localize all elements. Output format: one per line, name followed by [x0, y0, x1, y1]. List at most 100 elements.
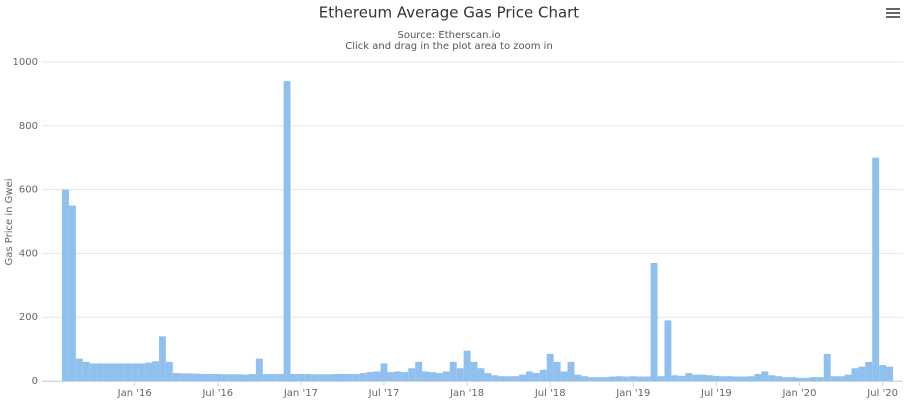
y-tick-label: 800 [19, 121, 38, 132]
bar [131, 363, 139, 381]
bar [740, 376, 748, 381]
bar [276, 373, 284, 381]
bar [636, 376, 644, 381]
x-tick-label: Jul '17 [368, 388, 400, 399]
bar [789, 377, 797, 381]
bar [616, 376, 623, 381]
bar [886, 366, 893, 381]
bar [699, 374, 707, 381]
bar [442, 371, 450, 381]
bar [325, 374, 333, 381]
bar [754, 373, 762, 381]
bar [103, 363, 111, 381]
bar [152, 361, 159, 381]
bar [560, 371, 568, 381]
bar [235, 374, 243, 381]
bar [359, 373, 367, 381]
x-tick-label: Jul '16 [201, 388, 233, 399]
bar [311, 374, 319, 381]
bar [352, 373, 360, 381]
bar [332, 373, 339, 381]
bar [844, 374, 852, 381]
bar [650, 262, 658, 381]
subtitle: Source: Etherscan.io [398, 30, 501, 41]
bar [449, 361, 457, 381]
bar [525, 371, 533, 381]
bar [221, 374, 229, 381]
bar [643, 376, 651, 381]
bar [68, 205, 76, 381]
bar [165, 361, 173, 381]
bar [574, 374, 582, 381]
x-tick-label: Jul '19 [700, 388, 732, 399]
bar [373, 371, 381, 381]
y-tick-label: 600 [19, 185, 38, 196]
y-tick-label: 400 [19, 248, 38, 259]
x-tick-label: Jan '16 [117, 388, 152, 399]
bar [297, 373, 305, 381]
bar [75, 358, 83, 381]
bar [290, 373, 298, 381]
bar [138, 363, 146, 381]
menu-bar [886, 16, 900, 18]
bar [82, 361, 90, 381]
bar [394, 371, 402, 381]
bar [89, 363, 97, 381]
bar [546, 353, 554, 381]
bar [200, 373, 208, 381]
bar [712, 375, 720, 381]
x-tick-label: Jan '18 [449, 388, 484, 399]
chart-title: Ethereum Average Gas Price Chart [319, 4, 580, 22]
bar [228, 374, 236, 381]
bar [851, 368, 859, 381]
bar [519, 374, 526, 381]
bar [193, 373, 201, 381]
bar [706, 375, 713, 381]
bar [415, 361, 423, 381]
bar [747, 376, 755, 381]
bar [117, 363, 125, 381]
bar [158, 336, 166, 381]
bar [879, 365, 887, 381]
y-tick-label: 200 [19, 312, 38, 323]
bar [622, 376, 630, 381]
bar [470, 361, 478, 381]
bar [802, 377, 810, 381]
bar [858, 366, 866, 381]
bar [768, 375, 776, 381]
bar [318, 374, 326, 381]
bar [733, 376, 741, 381]
menu-button[interactable] [886, 8, 900, 18]
bar [429, 372, 436, 381]
x-tick-label: Jan '20 [781, 388, 816, 399]
bar [872, 157, 880, 381]
bar [823, 353, 831, 381]
bar [484, 373, 492, 381]
bar [809, 377, 817, 381]
bar [491, 375, 499, 381]
bar [269, 373, 277, 381]
bar [567, 361, 575, 381]
bar [401, 372, 409, 381]
x-tick-label: Jan '17 [283, 388, 318, 399]
menu-bar [886, 12, 900, 14]
bar [110, 363, 118, 381]
bar [186, 373, 194, 381]
bar [782, 377, 790, 381]
bar [242, 374, 249, 381]
bar [588, 377, 596, 381]
bar [664, 320, 672, 381]
bar [283, 81, 291, 381]
y-tick-label: 1000 [13, 57, 38, 68]
y-axis-label: Gas Price in Gwei [4, 179, 15, 266]
bar [692, 374, 700, 381]
bar [726, 376, 734, 381]
bar [124, 363, 132, 381]
bar [62, 189, 69, 381]
x-tick-label: Jul '18 [534, 388, 566, 399]
y-tick-label: 0 [32, 376, 38, 387]
bar [678, 375, 686, 381]
bar [422, 371, 430, 381]
bar [345, 373, 353, 381]
bar [512, 376, 520, 381]
